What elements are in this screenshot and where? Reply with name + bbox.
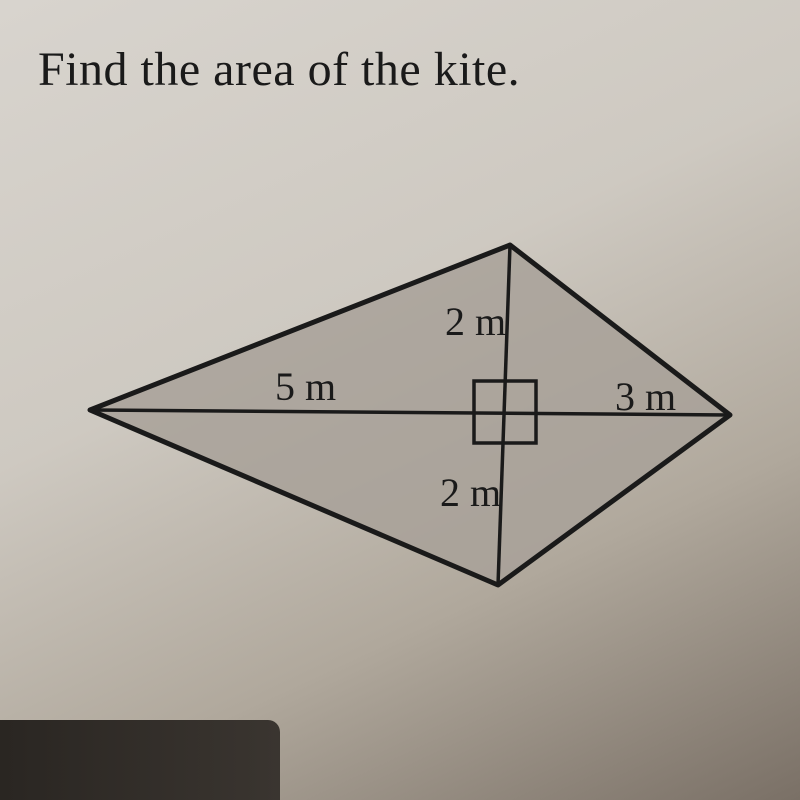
kite-svg: 5 m 3 m 2 m 2 m	[50, 180, 750, 610]
label-5m: 5 m	[275, 364, 336, 409]
label-2m-bottom: 2 m	[440, 470, 501, 515]
label-2m-top: 2 m	[445, 299, 506, 344]
question-text: Find the area of the kite.	[38, 42, 520, 97]
bottom-shadow-region	[0, 720, 280, 800]
label-3m: 3 m	[615, 374, 676, 419]
kite-diagram: 5 m 3 m 2 m 2 m	[50, 180, 750, 610]
